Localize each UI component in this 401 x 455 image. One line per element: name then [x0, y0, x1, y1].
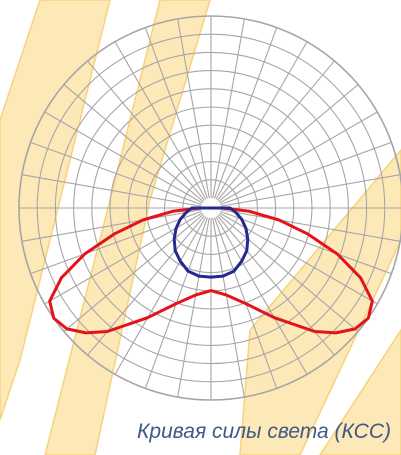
grid-spoke-20 — [213, 27, 278, 199]
grid-spoke-100 — [220, 209, 401, 242]
grid-spoke-260 — [21, 209, 202, 242]
grid-spoke-320 — [87, 60, 205, 201]
grid-spoke-50 — [218, 84, 359, 202]
grid-spoke-30 — [215, 41, 308, 200]
grid-spoke-190 — [177, 217, 210, 398]
grid-spoke-300 — [44, 111, 203, 204]
grid-spoke-250 — [30, 210, 202, 275]
grid-spoke-210 — [114, 216, 207, 375]
grid-spoke-340 — [144, 27, 209, 199]
grid-spoke-70 — [220, 141, 392, 206]
grid-spoke-150 — [215, 216, 308, 375]
intensity-curves — [48, 206, 374, 335]
grid-spoke-310 — [63, 84, 204, 202]
grid-spoke-130 — [218, 214, 359, 332]
grid-spoke-330 — [114, 41, 207, 200]
polar-grid — [18, 15, 401, 401]
grid-spoke-350 — [177, 18, 210, 199]
chart-caption: Кривая силы света (КСС) — [137, 420, 391, 443]
grid-spoke-230 — [63, 214, 204, 332]
grid-spoke-60 — [219, 111, 378, 204]
grid-spoke-80 — [220, 174, 401, 207]
grid-spoke-110 — [220, 210, 392, 275]
grid-spoke-280 — [21, 174, 202, 207]
series-curve-2 — [172, 206, 250, 279]
grid-spoke-170 — [212, 217, 245, 398]
background-band-4 — [319, 328, 401, 455]
background-band-3 — [239, 148, 401, 455]
grid-spoke-10 — [212, 18, 245, 199]
grid-spoke-40 — [217, 60, 335, 201]
grid-spoke-290 — [30, 141, 202, 206]
